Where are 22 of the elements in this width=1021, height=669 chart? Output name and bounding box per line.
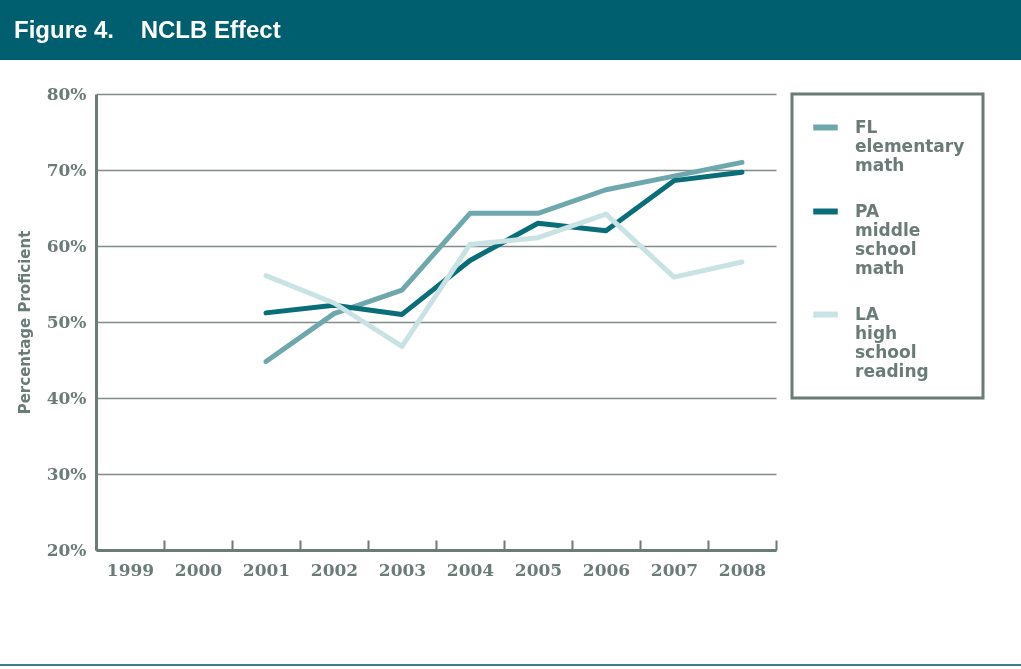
chart-title: Figure 4. NCLB Effect bbox=[0, 0, 1021, 60]
x-tick-label: 2007 bbox=[650, 559, 699, 580]
y-tick-label: 50% bbox=[46, 311, 87, 332]
y-tick-label: 80% bbox=[46, 83, 87, 104]
x-tick-label: 2001 bbox=[242, 559, 291, 580]
x-tick-label: 2005 bbox=[514, 559, 563, 580]
x-tick-label: 1999 bbox=[106, 559, 155, 580]
x-tick-label: 2004 bbox=[446, 559, 495, 580]
y-tick-label: 70% bbox=[46, 159, 87, 180]
y-tick-label: 20% bbox=[46, 539, 87, 560]
y-axis-title: Percentage Proficient bbox=[15, 230, 34, 415]
legend-label: PA middle school math bbox=[855, 200, 921, 278]
x-tick-label: 2002 bbox=[310, 559, 359, 580]
legend-label: FL elementary math bbox=[855, 116, 965, 175]
y-tick-label: 60% bbox=[46, 235, 87, 256]
y-tick-label: 40% bbox=[46, 387, 87, 408]
legend-label: LA high school reading bbox=[855, 303, 929, 381]
x-tick-label: 2006 bbox=[582, 559, 631, 580]
x-tick-label: 2000 bbox=[174, 559, 223, 580]
x-tick-label: 2008 bbox=[718, 559, 767, 580]
x-tick-label: 2003 bbox=[378, 559, 427, 580]
y-tick-label: 30% bbox=[46, 463, 87, 484]
